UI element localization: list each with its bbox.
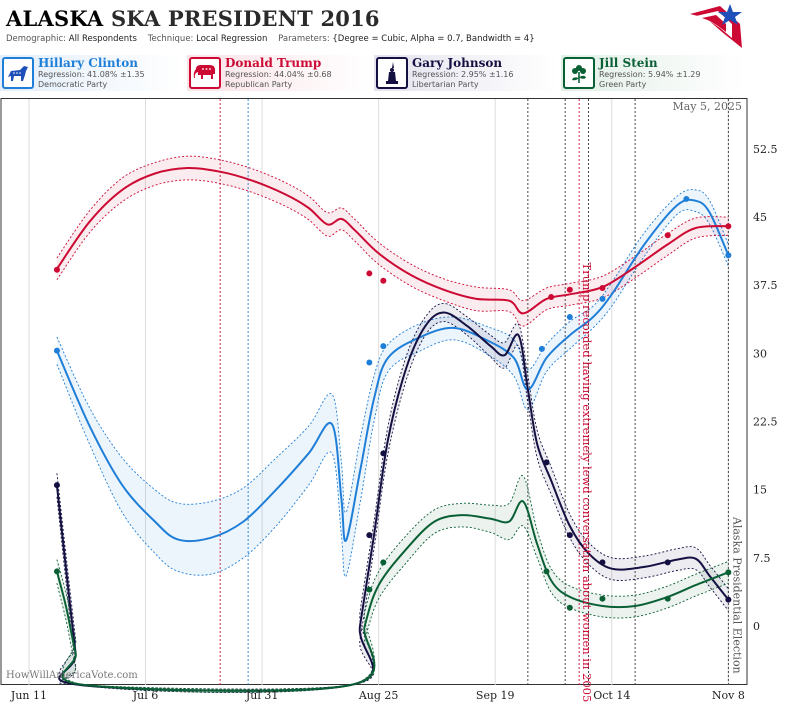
donald-trump-poll-point bbox=[366, 270, 373, 277]
candidate-party: Republican Party bbox=[225, 80, 293, 89]
title-rest: SKA PRESIDENT 2016 bbox=[110, 6, 380, 31]
statue-of-liberty-icon bbox=[386, 62, 398, 84]
x-tick-label: Sep 19 bbox=[476, 689, 515, 702]
donald-trump-lower-bound bbox=[56, 179, 729, 327]
gary-johnson-poll-point bbox=[725, 596, 732, 603]
candidate-party: Green Party bbox=[599, 80, 647, 89]
legend-johnson: Gary Johnson Regression: 2.95% ±1.16 Lib… bbox=[374, 55, 558, 91]
annotations: Trump recorded having extremely lewd con… bbox=[580, 263, 743, 703]
donald-trump-poll-point bbox=[725, 223, 732, 230]
parameters-label: Parameters: bbox=[278, 34, 330, 44]
donald-trump-poll-point bbox=[664, 232, 671, 239]
gary-johnson-poll-point bbox=[566, 532, 573, 539]
legend-clinton: Hillary Clinton Regression: 41.08% ±1.35… bbox=[0, 55, 184, 91]
gary-johnson-poll-point bbox=[664, 559, 671, 566]
gary-johnson-poll-point bbox=[380, 450, 387, 457]
y-tick-label: 45 bbox=[753, 211, 767, 224]
watermark: HowWillAmericaVote.com bbox=[6, 670, 138, 681]
candidate-party: Democratic Party bbox=[38, 80, 108, 89]
y-tick-label: 22.5 bbox=[753, 416, 778, 429]
x-tick-label: Jun 11 bbox=[10, 689, 47, 702]
candidate-name: Donald Trump bbox=[225, 56, 322, 70]
technique-label: Technique: bbox=[147, 34, 194, 44]
jill-stein-poll-point bbox=[566, 604, 573, 611]
poll-points bbox=[53, 195, 732, 611]
regression-chart: 0 7.5 15 22.5 30 37.5 45 52.5 Jun 11 Jul 6 Jul 31… bbox=[0, 98, 778, 703]
chart-title: ALASKA SKA PRESIDENT 2016 bbox=[6, 6, 380, 31]
y-tick-label: 15 bbox=[753, 484, 767, 497]
hillary-clinton-poll-point bbox=[366, 359, 373, 366]
donkey-icon bbox=[8, 66, 28, 81]
y-axis-ticks: 0 7.5 15 22.5 30 37.5 45 52.5 bbox=[753, 143, 778, 633]
jill-stein-poll-point bbox=[664, 595, 671, 602]
candidate-regression: Regression: 44.04% ±0.68 bbox=[225, 70, 332, 79]
donald-trump-poll-point bbox=[380, 277, 387, 284]
gary-johnson-upper-bound bbox=[56, 302, 729, 693]
jill-stein-poll-point bbox=[725, 569, 732, 576]
parameters-line: Demographic: All Respondents Technique: … bbox=[6, 34, 535, 44]
demographic-label: Demographic: bbox=[6, 34, 67, 44]
y-tick-label: 30 bbox=[753, 347, 767, 360]
jill-stein-poll-point bbox=[599, 595, 606, 602]
jill-stein-poll-point bbox=[380, 559, 387, 566]
donald-trump-upper-bound bbox=[56, 155, 729, 302]
hillary-clinton-poll-point bbox=[725, 252, 732, 259]
chart-header: ALASKA SKA PRESIDENT 2016 Demographic: A… bbox=[0, 0, 789, 100]
donald-trump-poll-point bbox=[53, 266, 60, 273]
elephant-icon bbox=[193, 65, 215, 79]
candidate-regression: Regression: 2.95% ±1.16 bbox=[412, 70, 514, 79]
hillary-clinton-band bbox=[56, 189, 729, 577]
x-tick-label: Jul 6 bbox=[132, 689, 159, 702]
hillary-clinton-lower-bound bbox=[56, 209, 729, 578]
candidate-name: Hillary Clinton bbox=[38, 56, 138, 70]
hillary-clinton-poll-point bbox=[566, 314, 573, 321]
legend-stein: Jill Stein Regression: 5.94% ±1.29 Green… bbox=[561, 55, 745, 91]
plot-area bbox=[0, 98, 748, 685]
y-tick-label: 0 bbox=[753, 620, 760, 633]
hillary-clinton-poll-point bbox=[683, 195, 690, 202]
jill-stein-poll-point bbox=[366, 586, 373, 593]
y-tick-label: 37.5 bbox=[753, 279, 778, 292]
candidate-party: Libertarian Party bbox=[412, 80, 479, 89]
candidate-regression: Regression: 5.94% ±1.29 bbox=[599, 70, 701, 79]
annotation-text: Trump recorded having extremely lewd con… bbox=[580, 263, 594, 703]
gary-johnson-poll-point bbox=[53, 482, 60, 489]
x-tick-label: Aug 25 bbox=[358, 689, 399, 702]
parameters-value: {Degree = Cubic, Alpha = 0.7, Bandwidth … bbox=[332, 34, 535, 44]
hillary-clinton-poll-point bbox=[538, 345, 545, 352]
candidate-name: Jill Stein bbox=[599, 56, 658, 70]
date-label: May 5, 2025 bbox=[672, 100, 742, 113]
donald-trump-poll-point bbox=[599, 284, 606, 291]
x-axis-ticks: Jun 11 Jul 6 Jul 31 Aug 25 Sep 19 Oct 14 Nov 8 bbox=[10, 689, 745, 702]
hillary-clinton-poll-point bbox=[380, 343, 387, 350]
donald-trump-poll-point bbox=[548, 294, 555, 301]
gary-johnson-poll-point bbox=[543, 459, 550, 466]
hillary-clinton-poll-point bbox=[53, 347, 60, 354]
jill-stein-poll-point bbox=[53, 568, 60, 575]
title-state: ALASKA bbox=[6, 6, 104, 31]
y-tick-label: 52.5 bbox=[753, 143, 778, 156]
flower-icon bbox=[572, 65, 586, 83]
annotation-text: Alaska Presidential Election bbox=[730, 516, 743, 674]
y-tick-label: 7.5 bbox=[753, 552, 771, 565]
site-logo-icon bbox=[690, 4, 742, 48]
candidate-name: Gary Johnson bbox=[412, 56, 503, 70]
demographic-value: All Respondents bbox=[68, 34, 137, 44]
jill-stein-poll-point bbox=[543, 568, 550, 575]
hillary-clinton-poll-point bbox=[599, 295, 606, 302]
technique-value: Local Regression bbox=[196, 34, 268, 44]
event-lines bbox=[219, 99, 729, 685]
x-tick-label: Nov 8 bbox=[712, 689, 745, 702]
gary-johnson-poll-point bbox=[599, 559, 606, 566]
x-tick-label: Oct 14 bbox=[593, 689, 630, 702]
candidate-regression: Regression: 41.08% ±1.35 bbox=[38, 70, 145, 79]
donald-trump-poll-point bbox=[566, 286, 573, 293]
x-tick-label: Jul 31 bbox=[245, 689, 279, 702]
gary-johnson-poll-point bbox=[366, 532, 373, 539]
hillary-clinton-line bbox=[55, 198, 730, 543]
jill-stein-line bbox=[55, 500, 729, 692]
legend-trump: Donald Trump Regression: 44.04% ±0.68 Re… bbox=[187, 55, 371, 91]
